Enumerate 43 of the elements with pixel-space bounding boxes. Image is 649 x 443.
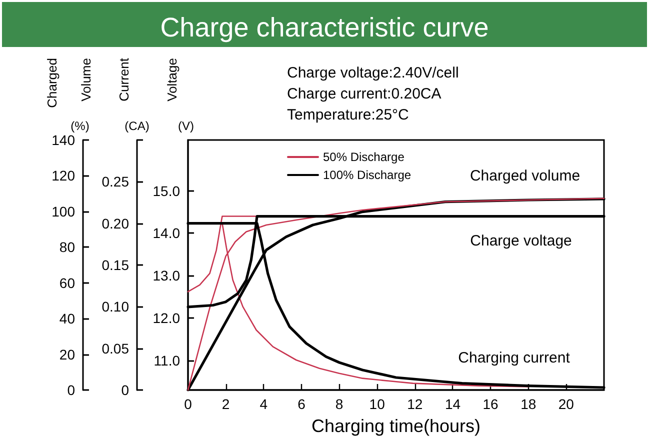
annotation: Charged volume <box>470 168 580 184</box>
x-tick-label: 12 <box>407 396 423 412</box>
y2-tick-label: 0.15 <box>102 257 130 273</box>
y2-tick-label: 0.20 <box>102 215 130 232</box>
annotation: Charging current <box>458 350 571 366</box>
x-tick-label: 4 <box>260 396 268 412</box>
y3-tick-label: 120 <box>52 168 76 184</box>
x-tick-label: 16 <box>482 396 499 412</box>
y-tick-label: 14.0 <box>152 225 180 242</box>
y3-tick-label: 100 <box>52 203 76 220</box>
y2-tick-label: 0.05 <box>102 340 130 356</box>
y2-tick-label: 0.25 <box>102 174 130 190</box>
y3-tick-label: 0 <box>67 382 76 398</box>
y3-tick-label: 140 <box>52 132 76 148</box>
y-tick-label: 13.0 <box>152 268 180 284</box>
y-tick-label: 12.0 <box>152 310 180 326</box>
y3-tick-label: 60 <box>59 274 76 291</box>
y-tick-label: 11.0 <box>154 352 180 368</box>
text: Charged Volume(%) <box>44 58 94 133</box>
text: Current(CA) <box>116 58 150 133</box>
text: Charge voltage:2.40V/cell <box>287 64 459 82</box>
chart-title: Charge characteristic curve <box>160 12 489 42</box>
y-tick-label: 15.0 <box>152 182 180 199</box>
y3-tick-label: 40 <box>59 310 76 327</box>
x-tick-label: 6 <box>298 396 306 412</box>
legend-label: 50% Discharge <box>323 150 405 164</box>
y3-tick-label: 20 <box>59 346 76 362</box>
legend-label: 100% Discharge <box>323 168 412 182</box>
y3-tick-label: 80 <box>59 239 76 256</box>
annotation: Charge voltage <box>470 232 572 250</box>
x-tick-label: 8 <box>335 396 344 412</box>
x-tick-label: 0 <box>184 396 192 412</box>
x-tick-label: 14 <box>444 396 461 412</box>
y2-tick-label: 0.10 <box>102 298 130 315</box>
text: Charge current:0.20CA <box>287 86 442 102</box>
x-tick-label: 2 <box>222 396 230 412</box>
x-tick-label: 20 <box>558 396 574 412</box>
y2-tick-label: 0 <box>121 382 130 398</box>
text: Temperature:25°C <box>287 106 410 124</box>
x-axis-title: Charging time(hours) <box>311 416 481 436</box>
text: Voltage(V) <box>164 58 194 133</box>
x-tick-label: 18 <box>520 396 536 412</box>
x-tick-label: 10 <box>369 396 386 412</box>
